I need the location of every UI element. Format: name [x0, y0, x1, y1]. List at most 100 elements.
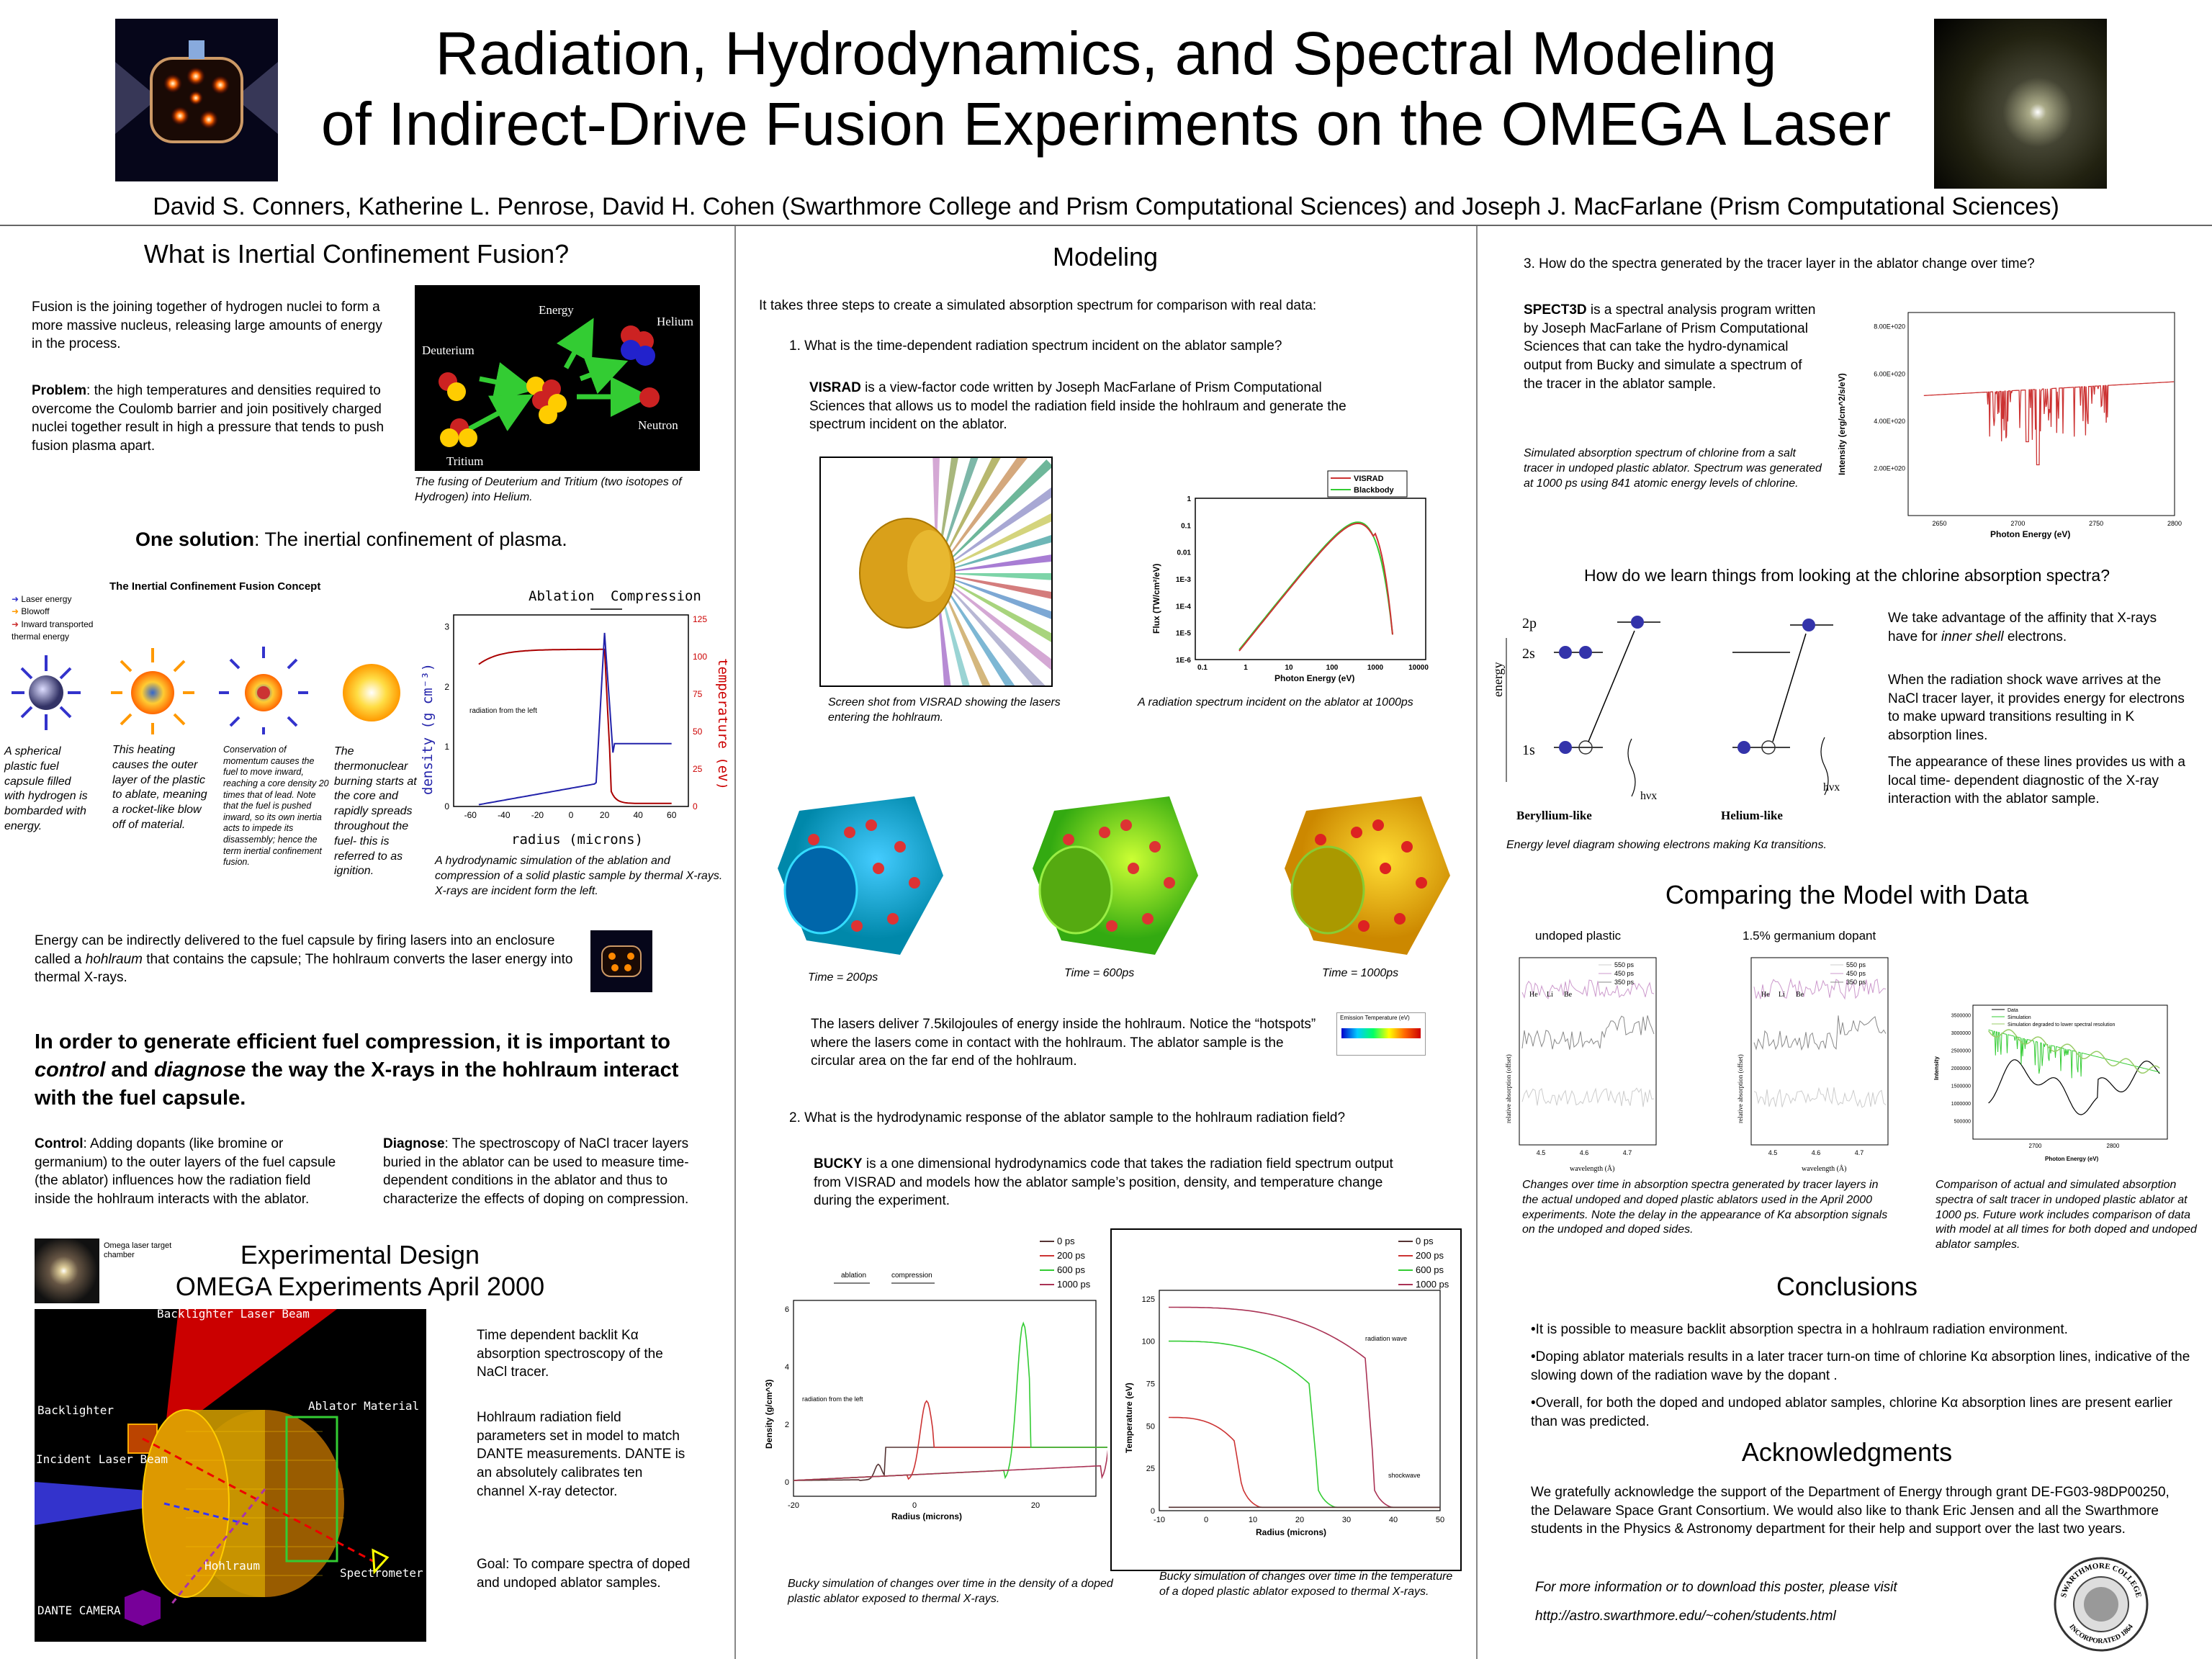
hydro-x-tick: 0	[569, 810, 574, 820]
hydro-plot-frame	[453, 614, 689, 807]
hydro-y-right-tick: 0	[693, 801, 698, 811]
hydro-x-tick: -40	[498, 810, 511, 820]
legend-label: 600 ps	[1057, 1264, 1086, 1275]
icf-concept-legend: ➜ Laser energy ➜ Blowoff ➜ Inward transp…	[12, 593, 120, 644]
comparison-ylabel: Intensity	[1933, 1056, 1940, 1080]
legend-blackbody: Blackbody	[1354, 486, 1395, 495]
density-xlabel: Radius (microns)	[891, 1511, 962, 1521]
hohlraum-label: Hohlraum	[204, 1559, 260, 1573]
undoped-line-labels: He Li Be	[1529, 991, 1573, 999]
hydro-y-left-tick: 1	[444, 742, 449, 752]
density-curve	[793, 1447, 1107, 1481]
modeling-intro: It takes three steps to create a simulat…	[759, 298, 1317, 313]
density-x-tick: 20	[1031, 1501, 1040, 1510]
doped-legend: 550 ps 450 ps 350 ps	[1830, 961, 1866, 986]
header-rule	[0, 225, 2212, 226]
absorption-x-tick: 4.5	[1537, 1149, 1546, 1156]
density-ablation-label: ablation	[841, 1272, 866, 1280]
temperature-y-tick: 100	[1142, 1338, 1155, 1346]
hydro-y-left-tick: 2	[444, 682, 449, 692]
undoped-label: undoped plastic	[1535, 929, 1622, 943]
hohlraum-render-1000ps	[1285, 796, 1450, 955]
poster-url[interactable]: http://astro.swarthmore.edu/~cohen/stude…	[1535, 1609, 1836, 1624]
density-curve	[793, 1400, 1107, 1481]
spect3d-text: SPECT3D is a spectral analysis program w…	[1524, 302, 1816, 392]
data-vs-simulation-plot: 500000 1000000 1500000 2000000 2500000 300000…	[1933, 1004, 2168, 1162]
absorption-curve	[1753, 1015, 1887, 1051]
line-label: He	[1529, 991, 1538, 999]
legend-label: 0 ps	[1057, 1236, 1075, 1246]
hydro-y-left-ticks: 0 1 2 3	[444, 622, 449, 811]
legend-label: 1000 ps	[1057, 1279, 1091, 1290]
flux-x-tick: 1	[1244, 664, 1248, 672]
spectrum-curve	[1923, 381, 2175, 466]
question-1: 1. What is the time-dependent radiation …	[789, 338, 1282, 354]
exp-text-2: Hohlraum radiation field parameters set …	[477, 1410, 685, 1499]
density-x-tick: 0	[912, 1501, 917, 1510]
doped-frame	[1750, 957, 1889, 1146]
hydro-y-right-tick: 50	[693, 727, 703, 737]
legend-blowoff: ➜ Blowoff	[12, 606, 50, 617]
conclusions-heading: Conclusions	[1776, 1272, 1918, 1301]
comparison-legend: Data Simulation Simulation degraded to l…	[1992, 1008, 2116, 1028]
hohlraum-photo-left	[115, 19, 278, 181]
legend-data: Data	[2008, 1008, 2018, 1013]
flux-plot-frame	[1195, 498, 1426, 660]
comparison-y-tick: 3500000	[1951, 1014, 1971, 1019]
comparison-y-tick: 3000000	[1951, 1031, 1971, 1036]
temperature-x-tick: 50	[1436, 1516, 1444, 1524]
beryllium-like-label: Beryllium-like	[1516, 809, 1592, 822]
key-statement: In order to generate efficient fuel comp…	[35, 1030, 679, 1110]
colorbar-label: Emission Temperature (eV)	[1340, 1015, 1410, 1021]
modeling-heading: Modeling	[1052, 242, 1159, 271]
legend-thermal: ➜ Inward transported thermal energy	[12, 619, 94, 642]
temperature-xlabel: Radius (microns)	[1256, 1527, 1326, 1537]
temperature-caption: Bucky simulation of changes over time in…	[1159, 1570, 1453, 1598]
density-compression-label: compression	[891, 1272, 932, 1280]
spectrum-ylabel: Intensity (erg/cm^2/s/eV)	[1837, 373, 1847, 475]
line-label: Li	[1779, 991, 1785, 999]
beryllium-like-levels	[1554, 616, 1660, 797]
spectrum-frame	[1907, 312, 2175, 516]
density-x-tick: -20	[788, 1501, 799, 1510]
stage-4	[343, 664, 400, 721]
concept-caption-3: Conservation of momentum causes the fuel…	[223, 745, 329, 868]
absorption-curve	[1521, 1087, 1655, 1107]
hydro-y-right-tick: 125	[693, 614, 707, 624]
doped-absorption-plot: 550 ps 450 ps 350 ps He Li Be 4.5 4.6 4.7 wave…	[1737, 957, 1889, 1173]
incident-flux-plot: 1 0.1 0.01 1E-3 1E-4 1E-5 1E-6 0.1 1 10 100 1000 10…	[1151, 470, 1429, 683]
simulation-curve	[1988, 1029, 2160, 1079]
stage-2	[111, 648, 194, 734]
data-curve	[1988, 1059, 2160, 1115]
conclusion-2: •Doping ablator materials results in a l…	[1531, 1349, 2190, 1383]
hydro-y-left-tick: 0	[444, 801, 449, 811]
line-label: Be	[1564, 991, 1573, 999]
flux-x-tick: 1000	[1367, 664, 1384, 672]
temperature-legend-items: 0 ps 200 ps 600 ps 1000 ps	[1398, 1236, 1449, 1290]
line-label: Be	[1796, 991, 1804, 999]
hydro-y-right-tick: 75	[693, 689, 703, 699]
conclusion-1: •It is possible to measure backlit absor…	[1531, 1322, 2068, 1337]
flux-x-tick: 100	[1326, 664, 1339, 672]
bucky-density-plot: 0 ps 200 ps 600 ps 1000 ps ablation compres…	[764, 1233, 1107, 1521]
undoped-curves	[1521, 979, 1655, 1107]
comparison-y-tick: 1000000	[1951, 1102, 1971, 1107]
hohlraum-image	[115, 19, 278, 181]
density-y-tick: 2	[785, 1421, 789, 1429]
question-3: 3. How do the spectra generated by the t…	[1524, 256, 2035, 271]
absorption-curve	[1753, 1087, 1887, 1108]
compare-caption-2: Comparison of actual and simulated absor…	[1936, 1179, 2197, 1251]
temperature-y-tick: 75	[1146, 1380, 1155, 1388]
undoped-x-ticks: 4.5 4.6 4.7	[1537, 1149, 1632, 1156]
flux-y-tick: 1E-6	[1176, 657, 1192, 665]
acknowledgments-text: We gratefully acknowledge the support of…	[1531, 1485, 2170, 1537]
temperature-y-tick: 25	[1146, 1465, 1155, 1473]
exp-text-1: Time dependent backlit Kα absorption spe…	[477, 1328, 663, 1380]
flux-x-tick: 0.1	[1197, 664, 1208, 672]
poster-title-line1: Radiation, Hydrodynamics, and Spectral M…	[435, 19, 1777, 87]
spect3d-caption: Simulated absorption spectrum of chlorin…	[1524, 447, 1822, 490]
absorption-x-tick: 4.6	[1580, 1149, 1589, 1156]
helium-like-levels	[1732, 619, 1833, 796]
omega-experiments-heading: OMEGA Experiments April 2000	[175, 1272, 545, 1301]
density-y-ticks: 0 2 4 6	[785, 1305, 789, 1487]
